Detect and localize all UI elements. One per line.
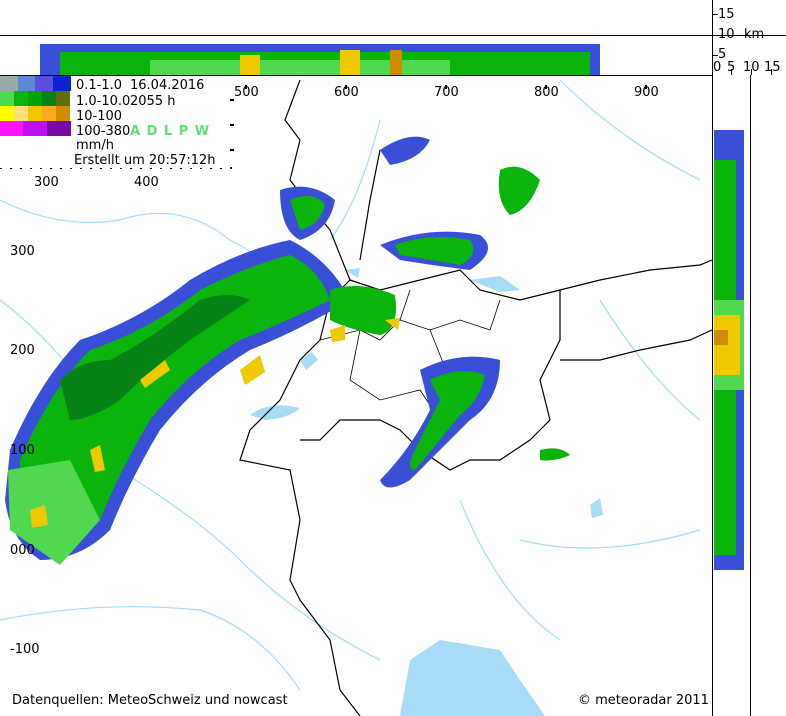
legend-swatch: [28, 106, 42, 121]
height-tick: 15: [718, 7, 735, 22]
legend-label: 0.1-1.0: [76, 78, 123, 93]
x-tick: 600: [334, 85, 359, 100]
lakes: [250, 268, 603, 716]
created-time: Erstellt um 20:57:12h: [74, 153, 216, 168]
legend-swatch: [17, 76, 36, 91]
legend-label: 1.0-10.0: [76, 94, 131, 109]
x-tick: 300: [34, 175, 59, 190]
width-tick: 0: [713, 60, 722, 75]
right-profile: [714, 130, 744, 570]
legend-label: 100-380: [76, 124, 131, 139]
y-tick: 300: [10, 244, 35, 259]
legend-swatch: [0, 91, 14, 106]
map-ticks: [0, 85, 647, 169]
y-tick: -100: [10, 642, 40, 657]
height-tick: 5: [718, 47, 727, 62]
legend-swatch: [35, 76, 53, 91]
x-tick: 800: [534, 85, 559, 100]
legend-swatch: [0, 106, 14, 121]
x-tick: 700: [434, 85, 459, 100]
legend-swatch: [23, 121, 48, 136]
legend-swatch: [0, 121, 24, 136]
legend-swatch: [42, 91, 56, 106]
radar-stations: A D L P W: [130, 124, 211, 139]
x-tick: 400: [134, 175, 159, 190]
top-profile: [40, 44, 600, 75]
radar-echoes: [5, 136, 570, 565]
x-tick: 900: [634, 85, 659, 100]
width-tick: 5: [727, 60, 736, 75]
legend-swatch: [56, 106, 70, 121]
legend-swatch: [14, 91, 28, 106]
data-sources: Datenquellen: MeteoSchweiz und nowcast: [12, 693, 288, 708]
y-tick: 200: [10, 343, 35, 358]
copyright: © meteoradar 2011: [578, 693, 709, 708]
legend-swatch: [28, 91, 42, 106]
legend-swatch: [0, 76, 18, 91]
y-tick: 100: [10, 443, 35, 458]
legend-unit: mm/h: [76, 138, 114, 153]
legend-swatch: [52, 76, 71, 91]
legend-label: 10-100: [76, 109, 123, 124]
legend-swatch: [14, 106, 28, 121]
width-tick: 10: [743, 60, 760, 75]
country-borders: [239, 79, 713, 716]
time: 2055 h: [130, 94, 176, 109]
height-unit: km: [744, 27, 765, 42]
x-tick: 500: [234, 85, 259, 100]
legend-swatch: [56, 91, 70, 106]
width-tick: 15: [764, 60, 781, 75]
legend-swatch: [46, 121, 71, 136]
date: 16.04.2016: [130, 78, 205, 93]
legend-swatch: [42, 106, 56, 121]
height-tick: 10: [718, 27, 735, 42]
legend: 0.1-1.0 1.0-10.0 10-100 100-380 mm/h 16.…: [0, 76, 230, 168]
y-tick: 000: [10, 543, 35, 558]
